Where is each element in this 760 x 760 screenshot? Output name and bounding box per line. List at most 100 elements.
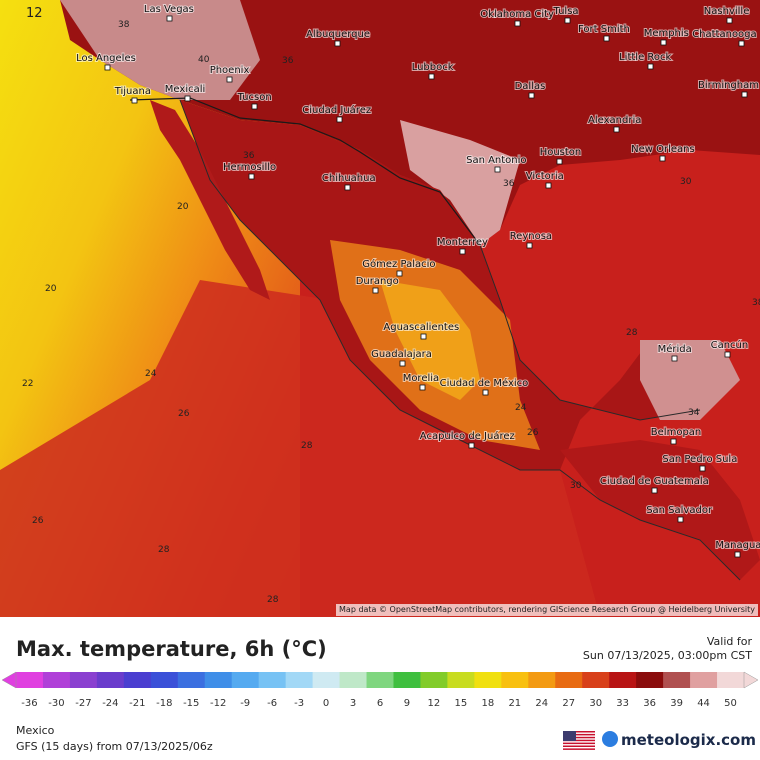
colorbar-segment xyxy=(474,672,502,688)
colorbar-segment xyxy=(366,672,394,688)
colorbar-segment xyxy=(393,672,421,688)
city-marker xyxy=(734,551,741,558)
temperature-colorbar: -36 -30 -27 -24 -21 -18 -15 -12 -9 -6 -3 0 3 6 9 12 15 18… xyxy=(1,671,759,708)
colorbar-tick-label: 6 xyxy=(377,698,383,708)
city-marker xyxy=(741,91,748,98)
city-marker xyxy=(184,95,191,102)
city-label: Victoria xyxy=(526,171,564,182)
colorbar-tick-label: -27 xyxy=(75,698,91,708)
city-label: Acapulco de Juárez xyxy=(420,430,515,442)
city-label: Phoenix xyxy=(210,65,250,76)
colorbar-segment xyxy=(42,672,71,688)
city-label: Nashville xyxy=(704,6,750,17)
colorbar-segment xyxy=(582,672,610,688)
legend-area xyxy=(0,617,760,760)
colorbar-segment xyxy=(69,672,98,688)
city-label: Monterrey xyxy=(437,237,488,248)
city-marker xyxy=(556,158,563,165)
city-label: San Salvador xyxy=(646,505,713,516)
isotherm-label: 36 xyxy=(282,56,294,66)
colorbar-segment xyxy=(123,672,152,688)
city-marker xyxy=(659,155,666,162)
city-marker xyxy=(399,360,406,367)
city-label: Guadalajara xyxy=(371,349,432,360)
city-label: Lubbock xyxy=(412,62,454,73)
city-marker xyxy=(251,103,258,110)
city-marker xyxy=(514,20,521,27)
frame-number: 12 xyxy=(26,6,43,21)
meteologix-logo[interactable]: meteologix.com xyxy=(602,731,756,749)
city-label: Ciudad de México xyxy=(440,377,529,389)
city-label: Houston xyxy=(540,147,582,158)
city-marker xyxy=(248,173,255,180)
colorbar-tick-label: -36 xyxy=(21,698,37,708)
colorbar-tick-label: 50 xyxy=(724,698,737,708)
temperature-map[interactable]: Las Vegas Oklahoma City Tulsa Nashville Albu… xyxy=(0,0,760,617)
colorbar-segment xyxy=(150,672,179,688)
city-marker xyxy=(482,389,489,396)
baja-california xyxy=(150,100,270,300)
city-label: Memphis xyxy=(644,28,689,39)
city-marker xyxy=(738,40,745,47)
isotherm-label: 22 xyxy=(22,379,33,389)
colorbar-segment xyxy=(231,672,260,688)
colorbar-ticks: -36 -30 -27 -24 -21 -18 -15 -12 -9 -6 -3 0 3 6 9 12 15 18… xyxy=(21,698,737,708)
city-label: Chattanooga xyxy=(692,29,756,40)
texas-hot-core xyxy=(400,120,520,245)
city-label: Tucson xyxy=(237,92,272,103)
city-label: Hermosillo xyxy=(223,162,276,173)
city-label: San Pedro Sula xyxy=(662,454,737,465)
isotherm-label: 40 xyxy=(198,55,210,65)
colorbar-tick-label: -9 xyxy=(240,698,250,708)
region-label: Mexico xyxy=(16,724,55,737)
city-marker xyxy=(372,287,379,294)
isotherm-label: 28 xyxy=(158,545,170,555)
yucatan-land xyxy=(640,340,740,420)
city-marker xyxy=(104,64,111,71)
city-label: Mérida xyxy=(658,343,692,355)
colorbar-segment xyxy=(609,672,637,688)
isotherm-label: 20 xyxy=(45,284,57,294)
city-label: Cancún xyxy=(711,339,749,351)
us-flag-icon[interactable] xyxy=(563,731,595,750)
valid-time: Sun 07/13/2025, 03:00pm CST xyxy=(582,649,752,662)
city-marker xyxy=(670,438,677,445)
colorbar-tick-label: -30 xyxy=(48,698,64,708)
city-label: Reynosa xyxy=(510,231,552,242)
city-marker xyxy=(726,17,733,24)
city-label: Ciudad Juárez xyxy=(302,104,371,116)
city-label: Ciudad de Guatemala xyxy=(600,476,709,487)
city-marker xyxy=(396,270,403,277)
colorbar-tick-label: 0 xyxy=(323,698,329,708)
colorbar-tick-label: 12 xyxy=(428,698,441,708)
city-marker xyxy=(724,351,731,358)
isotherm-label: 28 xyxy=(267,595,279,605)
city-marker xyxy=(647,63,654,70)
colorbar-tick-label: -12 xyxy=(210,698,226,708)
city-label: Belmopan xyxy=(651,427,701,438)
city-marker xyxy=(651,487,658,494)
colorbar-tick-label: 44 xyxy=(697,698,710,708)
colorbar-tick-label: 24 xyxy=(535,698,548,708)
city-label: Birmingham xyxy=(698,80,759,91)
colorbar-segment xyxy=(555,672,583,688)
colorbar-tick-label: 33 xyxy=(616,698,629,708)
isotherm-label: 28 xyxy=(626,328,638,338)
city-marker xyxy=(334,40,341,47)
mexico-plateau-cool xyxy=(380,280,480,400)
colorbar-tick-label: 9 xyxy=(404,698,410,708)
colorbar-segments xyxy=(16,672,745,688)
isotherm-label: 38 xyxy=(752,298,760,308)
map-attribution[interactable]: Map data © OpenStreetMap contributors, r… xyxy=(336,604,758,616)
central-america-land xyxy=(560,440,760,580)
city-marker xyxy=(603,35,610,42)
model-info: GFS (15 days) from 07/13/2025/06z xyxy=(16,740,213,753)
colorbar-tick-label: 30 xyxy=(589,698,602,708)
cities-layer: Las Vegas Oklahoma City Tulsa Nashville Albu… xyxy=(75,3,760,558)
colorbar-tick-label: -21 xyxy=(129,698,145,708)
colorbar-tick-label: 36 xyxy=(643,698,656,708)
colorbar-tick-label: 18 xyxy=(481,698,494,708)
city-marker xyxy=(419,384,426,391)
map-panel[interactable]: Las Vegas Oklahoma City Tulsa Nashville Albu… xyxy=(0,0,760,617)
city-marker xyxy=(459,248,466,255)
